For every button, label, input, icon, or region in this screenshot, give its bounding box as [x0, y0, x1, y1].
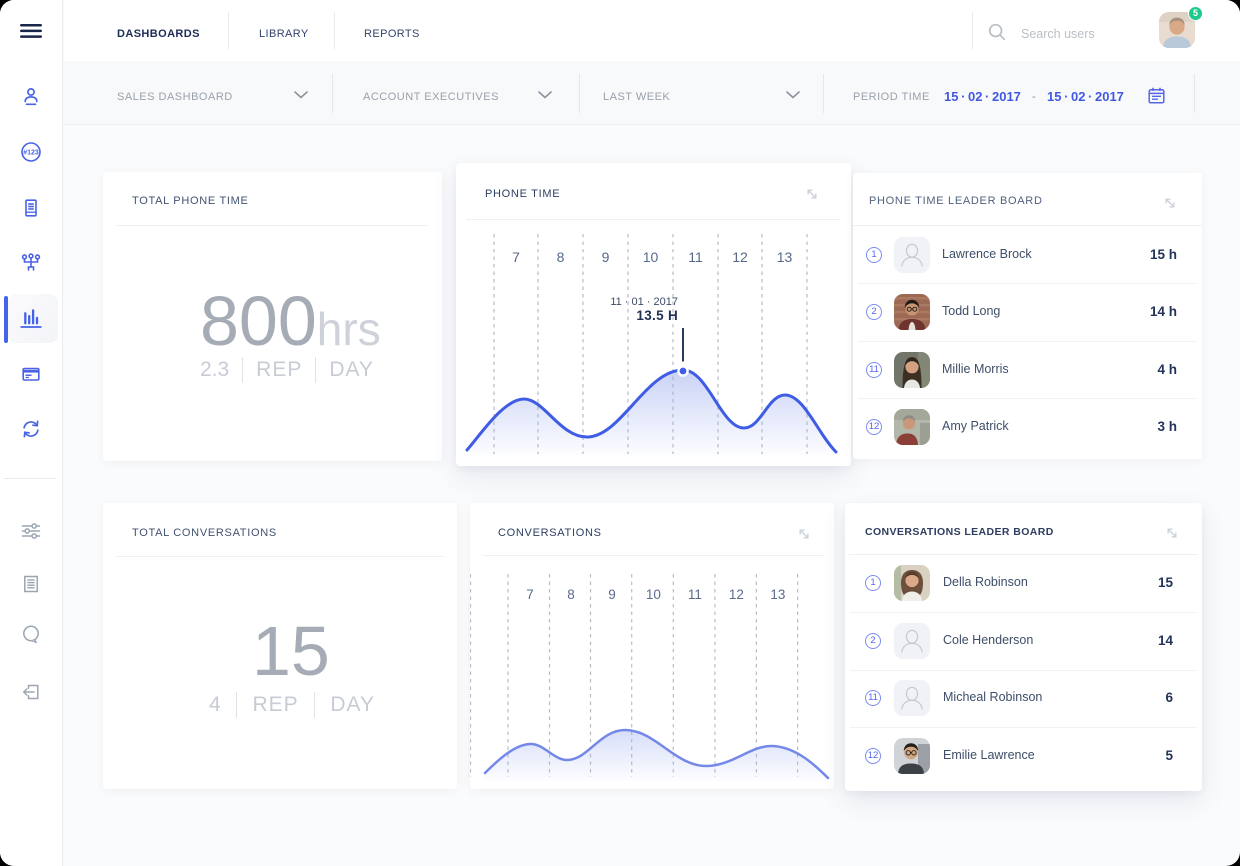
svg-text:10: 10: [643, 249, 659, 265]
svg-text:12: 12: [732, 249, 748, 265]
svg-text:10: 10: [646, 587, 661, 602]
svg-text:13.5 H: 13.5 H: [636, 308, 678, 323]
svg-text:12: 12: [729, 587, 744, 602]
svg-text:7: 7: [526, 587, 534, 602]
svg-text:#123: #123: [23, 150, 39, 157]
svg-text:9: 9: [602, 249, 610, 265]
svg-text:11 · 01 · 2017: 11 · 01 · 2017: [610, 296, 678, 308]
svg-text:7: 7: [512, 249, 520, 265]
svg-text:11: 11: [688, 587, 702, 602]
svg-text:8: 8: [557, 249, 565, 265]
svg-text:9: 9: [608, 587, 616, 602]
svg-text:13: 13: [777, 249, 793, 265]
svg-text:13: 13: [770, 587, 785, 602]
svg-text:8: 8: [567, 587, 575, 602]
svg-text:11: 11: [688, 249, 703, 265]
